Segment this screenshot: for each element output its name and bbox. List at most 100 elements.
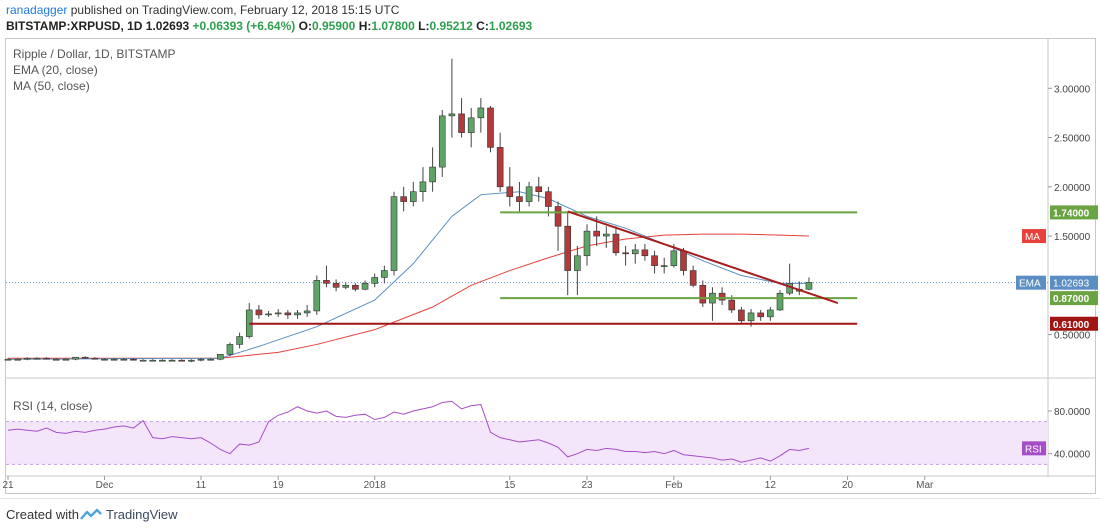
candle-up (207, 358, 214, 361)
rsi-tick-label: 80.0000 (1054, 407, 1091, 418)
candle-up (168, 359, 176, 362)
candle-up (188, 359, 195, 362)
time-tick-label: 23 (581, 480, 593, 491)
candle-up (265, 313, 272, 316)
last-price-tag (1050, 275, 1098, 290)
candle-up (197, 358, 205, 361)
candle-down (255, 309, 263, 316)
candle-down (43, 357, 50, 360)
candle-up (525, 186, 533, 202)
tradingview-brand[interactable]: TradingView (106, 507, 178, 522)
candle-down (593, 230, 600, 237)
candle-up (159, 359, 166, 362)
candle-down (506, 186, 514, 197)
candle-up (448, 113, 456, 117)
candle-up (438, 115, 446, 168)
candle-down (323, 280, 330, 284)
time-tick-label: 20 (842, 480, 854, 491)
time-tick-label: 21 (2, 480, 14, 491)
tradingview-logo-icon (80, 508, 102, 520)
candle-up (419, 181, 427, 193)
candle-down (130, 358, 137, 361)
chart-header: ranadagger published on TradingView.com,… (0, 0, 1100, 36)
support-price-tag (1050, 316, 1098, 331)
candle-up (274, 312, 282, 315)
candle-up (101, 358, 108, 361)
trendline (567, 210, 839, 305)
support-price-tag (1050, 205, 1098, 220)
candle-up (226, 344, 234, 355)
candle-down (352, 285, 359, 290)
candle-down (680, 250, 687, 271)
low-value: 0.95212 (429, 19, 473, 33)
candle-up (409, 191, 417, 202)
time-tick-label: 19 (273, 480, 285, 491)
candle-up (660, 265, 668, 267)
candle-down (545, 191, 552, 207)
candle-down (641, 249, 649, 257)
rsi-tick-label: 40.0000 (1054, 450, 1091, 461)
candle-down (757, 312, 765, 318)
candle-down (91, 357, 99, 360)
candle-up (342, 285, 350, 288)
price-chart[interactable]: 3.00000 2.50000 2.00000 1.50000 0.50000 21 Dec… (0, 0, 1100, 498)
rsi-tag-label: RSI (1025, 444, 1042, 455)
rsi-legend: RSI (14, close) (13, 399, 93, 413)
candle-up (361, 283, 369, 290)
time-tick-label: 15 (504, 480, 516, 491)
candle-up (236, 336, 243, 345)
candle-up (62, 358, 70, 361)
candle-down (718, 292, 726, 301)
candle-up (313, 280, 321, 312)
candle-up (747, 312, 755, 322)
candle-down (728, 299, 736, 311)
support-price-label: 0.61000 (1053, 320, 1090, 331)
candle-up (602, 233, 610, 237)
candle-down (622, 252, 629, 255)
last-price: 1.02693 (145, 19, 190, 33)
candle-down (699, 285, 707, 304)
close-value: 1.02693 (488, 19, 533, 33)
created-with-text: Created with (6, 507, 79, 522)
ema-legend: EMA (20, close) (13, 63, 98, 77)
candle-up (381, 270, 388, 278)
candle-up (52, 358, 60, 361)
high-value: 1.07800 (371, 19, 415, 33)
close-label: C: (476, 19, 489, 33)
candle-up (767, 309, 774, 318)
candle-up (33, 357, 41, 360)
candle-down (651, 255, 658, 266)
candle-up (120, 358, 128, 361)
candle-up (390, 196, 398, 271)
candle-down (738, 309, 745, 322)
candle-down (554, 206, 562, 227)
candle-down (487, 107, 494, 148)
support-price-label: 0.87000 (1053, 294, 1090, 305)
candle-down (612, 233, 620, 254)
author-link[interactable]: ranadagger (6, 3, 68, 17)
price-tick-label: 3.00000 (1054, 84, 1091, 95)
candle-up (467, 117, 475, 133)
footer: Created with TradingView (0, 498, 1100, 529)
time-tick-label: Feb (665, 480, 683, 491)
candle-down (284, 312, 292, 316)
price-tick-label: 2.50000 (1054, 134, 1091, 145)
candle-up (23, 357, 31, 360)
candle-down (689, 270, 697, 286)
candle-up (72, 356, 79, 360)
candle-down (81, 356, 89, 359)
candle-up (149, 359, 157, 362)
candle-up (477, 107, 485, 119)
support-price-label: 1.74000 (1053, 208, 1090, 219)
price-change: +0.06393 (+6.64%) (192, 19, 296, 33)
price-tick-label: 1.50000 (1054, 232, 1091, 243)
open-value: 0.95900 (311, 19, 356, 33)
candle-up (14, 358, 21, 361)
time-tick-label: 12 (765, 480, 777, 491)
support-price-tag (1050, 291, 1098, 306)
publish-info: ranadagger published on TradingView.com,… (6, 3, 399, 17)
ma-50-line (8, 233, 809, 359)
candle-up (294, 312, 301, 316)
ma-legend: MA (50, close) (13, 79, 90, 93)
candle-down (332, 283, 340, 288)
